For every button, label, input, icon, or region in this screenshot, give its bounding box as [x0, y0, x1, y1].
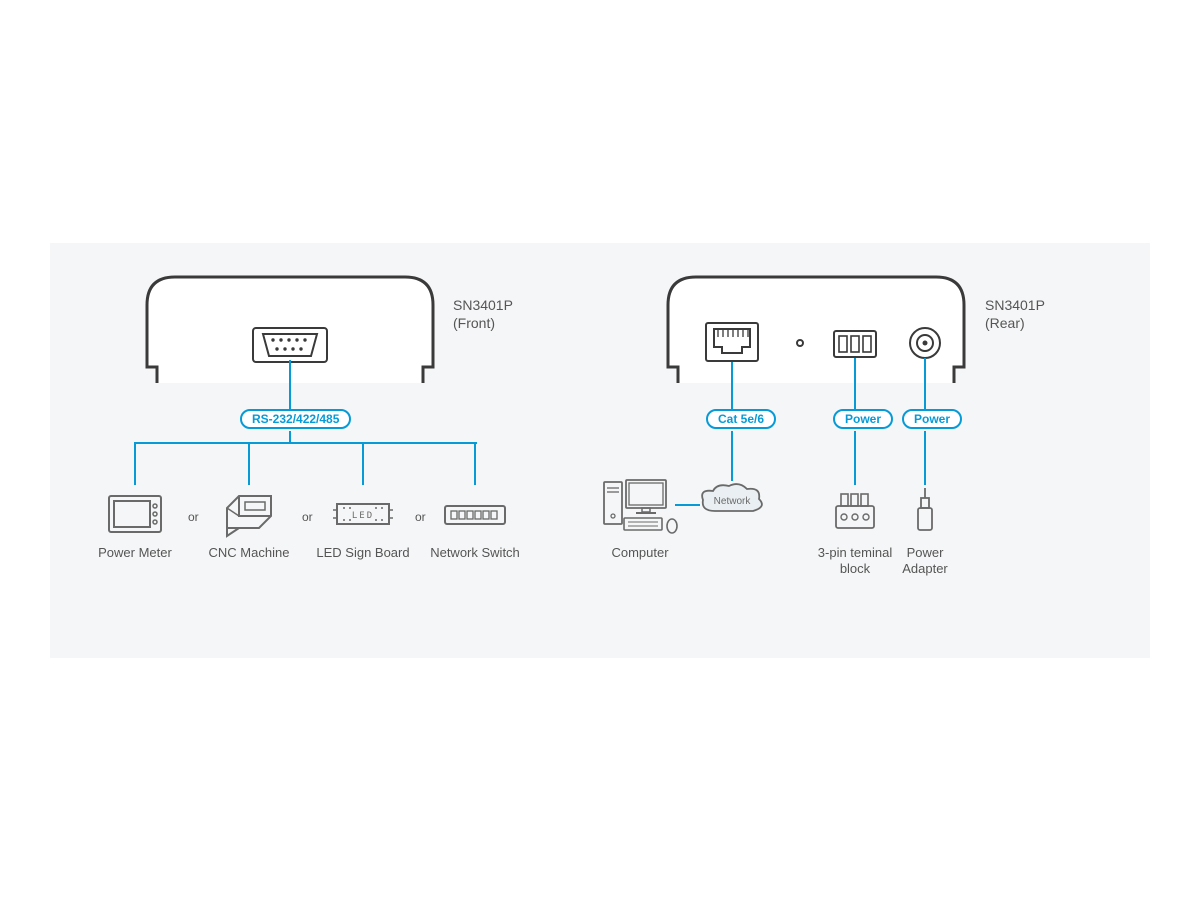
led-sign-board-icon: LED	[331, 498, 395, 530]
device-front-label-line2: (Front)	[453, 315, 495, 331]
port-label-rs232: RS-232/422/485	[240, 409, 351, 429]
cable-rear-pwr2	[924, 358, 926, 409]
cable-rear-cat	[731, 362, 733, 409]
cable-front-drop	[289, 360, 291, 409]
cable-rear-pwr1	[854, 358, 856, 409]
network-switch-icon	[443, 500, 507, 530]
port-label-power1-text: Power	[845, 412, 881, 426]
computer-caption: Computer	[590, 545, 690, 561]
port-label-power2-text: Power	[914, 412, 950, 426]
device-rear-label-line2: (Rear)	[985, 315, 1025, 331]
port-label-cat-text: Cat 5e/6	[718, 412, 764, 426]
power-meter-icon	[107, 490, 163, 538]
power-meter-caption: Power Meter	[85, 545, 185, 561]
cable-cat-down	[731, 431, 733, 481]
cable-pwr2-down	[924, 431, 926, 485]
cable-pwr1-down	[854, 431, 856, 485]
port-label-power1: Power	[833, 409, 893, 429]
svg-text:LED: LED	[352, 511, 374, 521]
cable-front-drop2	[289, 431, 291, 442]
cable-front-bus	[135, 442, 477, 444]
or-1: or	[188, 510, 199, 524]
power-adapter-icon	[913, 486, 937, 536]
network-cloud-label: Network	[714, 496, 752, 507]
network-cloud-icon: Network	[697, 481, 767, 521]
device-front-label-line1: SN3401P	[453, 297, 513, 313]
port-label-power2: Power	[902, 409, 962, 429]
network-switch-caption: Network Switch	[425, 545, 525, 561]
device-rear-label-line1: SN3401P	[985, 297, 1045, 313]
device-front-label: SN3401P (Front)	[453, 296, 513, 332]
port-label-rs232-text: RS-232/422/485	[252, 412, 339, 426]
power-adapter-caption: Power Adapter	[875, 545, 975, 576]
led-sign-board-caption: LED Sign Board	[313, 545, 413, 561]
cnc-machine-icon	[221, 490, 277, 540]
or-3: or	[415, 510, 426, 524]
cable-drop-nsw	[474, 442, 476, 485]
terminal-block-icon	[833, 486, 877, 534]
port-label-cat: Cat 5e/6	[706, 409, 776, 429]
cable-drop-pm	[134, 442, 136, 485]
or-2: or	[302, 510, 313, 524]
device-rear	[666, 275, 966, 385]
device-rear-label: SN3401P (Rear)	[985, 296, 1045, 332]
cable-drop-led	[362, 442, 364, 485]
computer-icon	[602, 478, 680, 536]
cable-drop-cnc	[248, 442, 250, 485]
cnc-machine-caption: CNC Machine	[199, 545, 299, 561]
